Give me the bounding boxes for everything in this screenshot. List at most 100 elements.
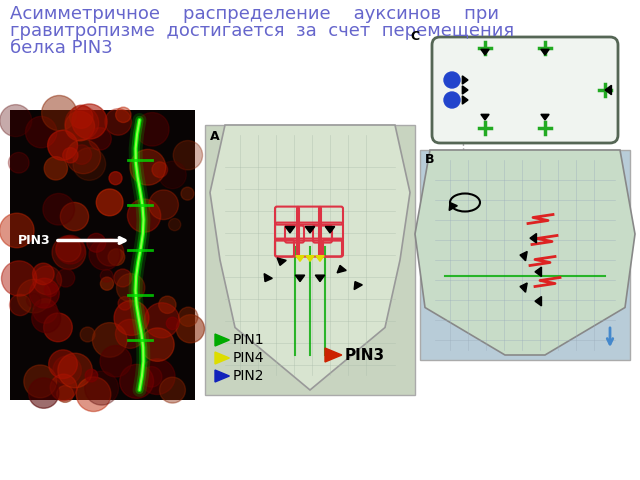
Polygon shape xyxy=(535,297,541,306)
Polygon shape xyxy=(295,275,305,282)
Polygon shape xyxy=(541,49,549,55)
Polygon shape xyxy=(337,265,346,273)
Text: PIN4: PIN4 xyxy=(233,351,264,365)
Circle shape xyxy=(149,190,179,219)
Text: PIN3: PIN3 xyxy=(18,234,51,247)
Polygon shape xyxy=(306,256,314,261)
Circle shape xyxy=(52,236,86,269)
Circle shape xyxy=(87,233,106,252)
Circle shape xyxy=(24,365,56,398)
Circle shape xyxy=(141,328,174,361)
Circle shape xyxy=(89,239,120,270)
Circle shape xyxy=(116,274,145,302)
Polygon shape xyxy=(296,256,304,261)
Bar xyxy=(420,150,630,360)
Circle shape xyxy=(67,139,100,174)
Circle shape xyxy=(116,107,131,122)
Circle shape xyxy=(120,364,154,398)
Circle shape xyxy=(76,377,111,411)
Circle shape xyxy=(72,104,107,139)
Circle shape xyxy=(32,304,61,333)
Polygon shape xyxy=(277,258,286,265)
Circle shape xyxy=(444,72,460,88)
Polygon shape xyxy=(316,275,324,282)
Circle shape xyxy=(60,203,88,231)
Circle shape xyxy=(56,237,81,262)
Polygon shape xyxy=(285,227,294,233)
Circle shape xyxy=(49,350,77,379)
Circle shape xyxy=(114,300,149,336)
Circle shape xyxy=(108,249,125,265)
Polygon shape xyxy=(481,114,489,120)
Circle shape xyxy=(47,131,77,160)
Text: гравитропизме  достигается  за  счет  перемещения: гравитропизме достигается за счет переме… xyxy=(10,22,514,40)
Bar xyxy=(205,125,415,395)
Polygon shape xyxy=(520,252,527,261)
Circle shape xyxy=(166,317,179,330)
Circle shape xyxy=(70,105,93,128)
Circle shape xyxy=(56,269,75,287)
Circle shape xyxy=(140,359,175,395)
Text: PIN1: PIN1 xyxy=(233,333,264,347)
Circle shape xyxy=(141,367,162,387)
Circle shape xyxy=(114,269,132,287)
FancyBboxPatch shape xyxy=(432,37,618,143)
Circle shape xyxy=(115,319,145,348)
Polygon shape xyxy=(215,334,229,346)
Circle shape xyxy=(100,346,131,377)
Circle shape xyxy=(44,156,67,180)
Circle shape xyxy=(63,148,78,163)
Polygon shape xyxy=(354,282,362,289)
Circle shape xyxy=(159,296,176,313)
Circle shape xyxy=(179,307,198,326)
Text: PIN2: PIN2 xyxy=(233,369,264,383)
Polygon shape xyxy=(316,256,324,261)
Circle shape xyxy=(130,149,166,185)
Circle shape xyxy=(181,187,194,200)
Circle shape xyxy=(159,377,186,403)
Circle shape xyxy=(26,117,57,148)
Polygon shape xyxy=(520,283,527,292)
Circle shape xyxy=(80,327,95,342)
Circle shape xyxy=(72,145,92,164)
Circle shape xyxy=(53,356,81,384)
Polygon shape xyxy=(481,49,489,55)
Polygon shape xyxy=(541,114,549,120)
Circle shape xyxy=(96,189,123,216)
Circle shape xyxy=(97,239,124,266)
Circle shape xyxy=(444,92,460,108)
Polygon shape xyxy=(462,86,468,94)
Circle shape xyxy=(10,294,31,316)
Circle shape xyxy=(109,172,122,185)
Circle shape xyxy=(65,106,99,140)
Circle shape xyxy=(1,261,36,296)
Polygon shape xyxy=(415,150,635,355)
Circle shape xyxy=(0,213,34,248)
Circle shape xyxy=(56,235,85,264)
Polygon shape xyxy=(305,227,315,233)
Polygon shape xyxy=(210,125,410,390)
Circle shape xyxy=(127,199,161,232)
Polygon shape xyxy=(325,227,335,233)
Circle shape xyxy=(159,161,186,189)
Polygon shape xyxy=(215,370,229,382)
Polygon shape xyxy=(605,85,611,95)
Polygon shape xyxy=(325,348,342,362)
Circle shape xyxy=(0,105,32,137)
Circle shape xyxy=(29,278,60,308)
Circle shape xyxy=(118,297,132,310)
Circle shape xyxy=(43,193,74,225)
Circle shape xyxy=(136,113,169,146)
Circle shape xyxy=(100,277,113,290)
Circle shape xyxy=(42,96,77,131)
Circle shape xyxy=(65,111,95,141)
Circle shape xyxy=(89,128,111,150)
Circle shape xyxy=(152,162,168,178)
Polygon shape xyxy=(215,352,229,364)
Text: C: C xyxy=(410,30,419,43)
Circle shape xyxy=(33,299,58,324)
Circle shape xyxy=(27,293,41,307)
Circle shape xyxy=(57,385,74,402)
Circle shape xyxy=(173,141,202,170)
Circle shape xyxy=(51,374,77,401)
